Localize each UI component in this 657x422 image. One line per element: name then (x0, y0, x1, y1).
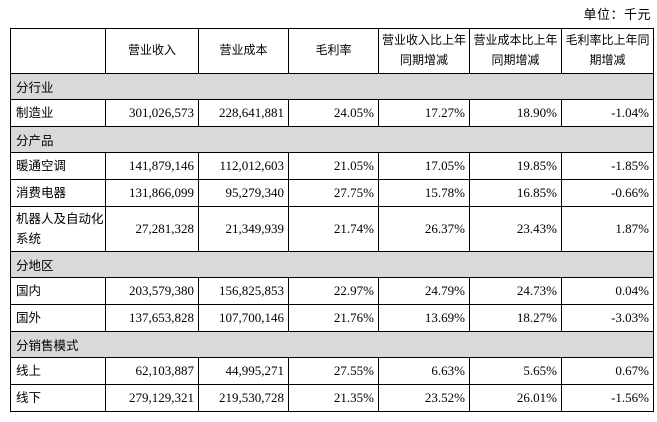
table-row: 暖通空调 141,879,146 112,012,603 21.05% 17.05% 19… (10, 152, 654, 180)
header-revenue-yoy: 营业收入比上年同期增减 (378, 28, 470, 74)
section-row: 分地区 (10, 251, 654, 278)
cell-value: 21,349,939 (198, 206, 289, 252)
cell-value: -1.56% (561, 384, 654, 412)
cell-value: 21.76% (288, 304, 379, 332)
cell-value: 24.05% (288, 99, 379, 127)
cell-value: 62,103,887 (105, 357, 199, 385)
cell-value: 228,641,881 (198, 99, 289, 127)
cell-value: 26.01% (469, 384, 562, 412)
cell-value: 1.87% (561, 206, 654, 252)
row-label: 国内 (10, 277, 106, 305)
cell-value: 131,866,099 (105, 179, 199, 207)
cell-value: 21.05% (288, 152, 379, 180)
cell-value: 21.74% (288, 206, 379, 252)
table-row: 国外 137,653,828 107,700,146 21.76% 13.69% 18.2… (10, 304, 654, 332)
cell-value: 0.67% (561, 357, 654, 385)
table-header: 营业收入 营业成本 毛利率 营业收入比上年同期增减 营业成本比上年同期增减 毛利… (10, 28, 654, 74)
header-revenue: 营业收入 (105, 28, 199, 74)
cell-value: 6.63% (378, 357, 470, 385)
cell-value: 24.73% (469, 277, 562, 305)
cell-value: 5.65% (469, 357, 562, 385)
cell-value: -1.85% (561, 152, 654, 180)
cell-value: 18.90% (469, 99, 562, 127)
cell-value: -0.66% (561, 179, 654, 207)
cell-value: 17.27% (378, 99, 470, 127)
row-label: 暖通空调 (10, 152, 106, 180)
header-blank (10, 28, 106, 74)
unit-label: 单位：千元 (583, 7, 651, 22)
cell-value: 27.55% (288, 357, 379, 385)
section-title: 分销售模式 (10, 331, 654, 358)
cell-value: 22.97% (288, 277, 379, 305)
table-row: 线上 62,103,887 44,995,271 27.55% 6.63% 5.65% 0.… (10, 357, 654, 385)
cell-value: 15.78% (378, 179, 470, 207)
cell-value: -1.04% (561, 99, 654, 127)
cell-value: 112,012,603 (198, 152, 289, 180)
header-row: 营业收入 营业成本 毛利率 营业收入比上年同期增减 营业成本比上年同期增减 毛利… (10, 28, 654, 74)
cell-value: 27.75% (288, 179, 379, 207)
row-label: 国外 (10, 304, 106, 332)
cell-value: 156,825,853 (198, 277, 289, 305)
table-row: 机器人及自动化系统 27,281,328 21,349,939 21.74% 26.37… (10, 206, 654, 252)
row-label: 机器人及自动化系统 (10, 206, 106, 252)
table-row: 制造业 301,026,573 228,641,881 24.05% 17.27% 18.… (10, 99, 654, 127)
cell-value: 301,026,573 (105, 99, 199, 127)
cell-value: 19.85% (469, 152, 562, 180)
cell-value: 24.79% (378, 277, 470, 305)
cell-value: 27,281,328 (105, 206, 199, 252)
header-cost: 营业成本 (198, 28, 289, 74)
cell-value: 203,579,380 (105, 277, 199, 305)
cell-value: 21.35% (288, 384, 379, 412)
row-label: 线上 (10, 357, 106, 385)
section-row: 分产品 (10, 126, 654, 153)
cell-value: -3.03% (561, 304, 654, 332)
table-row: 消费电器 131,866,099 95,279,340 27.75% 15.78% 16.… (10, 179, 654, 207)
header-cost-yoy: 营业成本比上年同期增减 (469, 28, 562, 74)
section-title: 分产品 (10, 126, 654, 153)
row-label: 消费电器 (10, 179, 106, 207)
header-margin-yoy: 毛利率比上年同期增减 (561, 28, 654, 74)
cell-value: 18.27% (469, 304, 562, 332)
table-row: 国内 203,579,380 156,825,853 22.97% 24.79% 24.7… (10, 277, 654, 305)
cell-value: 16.85% (469, 179, 562, 207)
cell-value: 107,700,146 (198, 304, 289, 332)
header-gross-margin: 毛利率 (288, 28, 379, 74)
section-title: 分地区 (10, 251, 654, 278)
section-row: 分销售模式 (10, 331, 654, 358)
cell-value: 141,879,146 (105, 152, 199, 180)
cell-value: 13.69% (378, 304, 470, 332)
cell-value: 23.43% (469, 206, 562, 252)
row-label: 制造业 (10, 99, 106, 127)
row-label: 线下 (10, 384, 106, 412)
table-body: 分行业 制造业 301,026,573 228,641,881 24.05% 17.27%… (10, 73, 654, 412)
cell-value: 219,530,728 (198, 384, 289, 412)
cell-value: 44,995,271 (198, 357, 289, 385)
cell-value: 26.37% (378, 206, 470, 252)
cell-value: 17.05% (378, 152, 470, 180)
cell-value: 23.52% (378, 384, 470, 412)
cell-value: 279,129,321 (105, 384, 199, 412)
table-row: 线下 279,129,321 219,530,728 21.35% 23.52% 26.0… (10, 384, 654, 412)
section-row: 分行业 (10, 73, 654, 100)
section-title: 分行业 (10, 73, 654, 100)
cell-value: 137,653,828 (105, 304, 199, 332)
financial-breakdown-table: 营业收入 营业成本 毛利率 营业收入比上年同期增减 营业成本比上年同期增减 毛利… (10, 28, 654, 412)
cell-value: 95,279,340 (198, 179, 289, 207)
cell-value: 0.04% (561, 277, 654, 305)
